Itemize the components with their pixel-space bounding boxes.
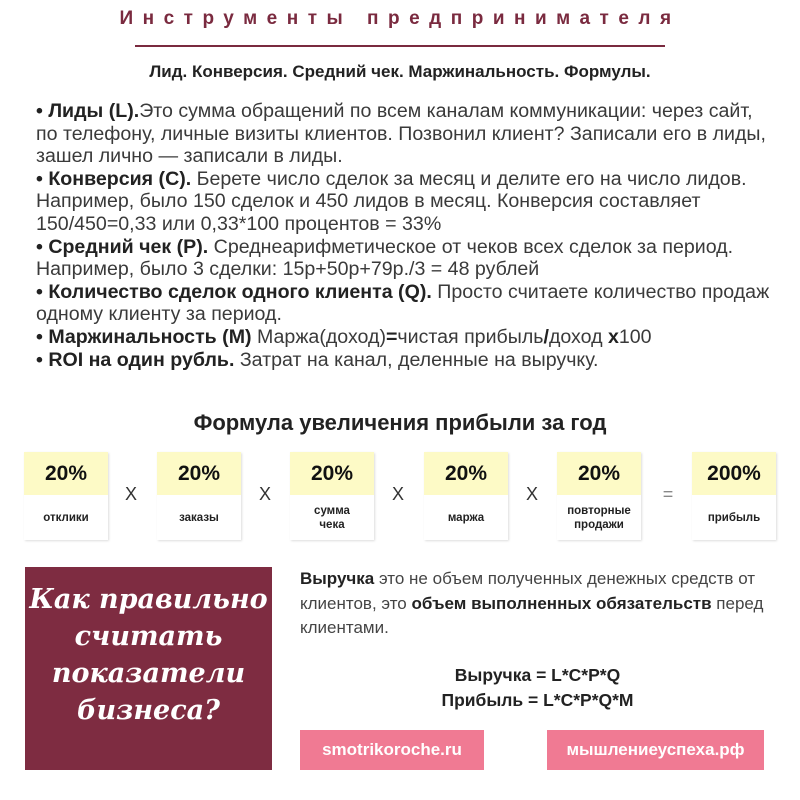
equals-sign: = (662, 484, 674, 504)
box-label: прибыль (707, 511, 761, 524)
multiply-sign: X (258, 484, 271, 504)
term: Лиды (L). (48, 100, 140, 122)
box-value: 20% (290, 452, 374, 495)
page-title: Инструменты предпринимателя (119, 8, 681, 29)
multiply-sign: X (124, 484, 137, 504)
formula-box-orders: 20% заказы (157, 452, 241, 540)
list-item: • Количество сделок одного клиента (Q). … (36, 280, 770, 326)
term: Количество сделок одного клиента (Q). (48, 280, 432, 303)
formula-box-profit: 200% прибыль (692, 452, 776, 540)
term: Конверсия (C). (48, 167, 192, 190)
multiply-sign: X (525, 484, 538, 504)
box-value: 20% (157, 452, 241, 495)
question-banner: Как правильно считать показатели бизнеса… (25, 567, 272, 770)
box-label: повторные продажи (567, 504, 631, 531)
revenue-formula: Выручка = L*C*P*Q (454, 665, 621, 685)
list-item: • Маржинальность (M) Маржа(доход)=чистая… (36, 325, 652, 348)
formula-heading: Формула увеличения прибыли за год (193, 410, 607, 435)
formula-box-margin: 20% маржа (424, 452, 508, 540)
box-label: заказы (179, 511, 219, 524)
title-divider (135, 45, 665, 47)
box-value: 20% (557, 452, 641, 495)
link-myshlenieuspekha[interactable]: мышлениеуспеха.рф (547, 730, 764, 770)
revenue-definition: Выручка это не объем полученных денежных… (300, 569, 764, 637)
list-item: • Лиды (L).Это сумма обращений по всем к… (36, 100, 766, 168)
formula-box-check: 20% сумма чека (290, 452, 374, 540)
box-label: маржа (447, 511, 485, 524)
box-label: отклики (43, 511, 89, 524)
multiply-sign: X (391, 484, 404, 504)
link-smotrikoroche[interactable]: smotrikoroche.ru (300, 730, 484, 770)
formula-box-repeat: 20% повторные продажи (557, 452, 641, 540)
definitions-list: • Лиды (L).Это сумма обращений по всем к… (36, 100, 776, 371)
box-value: 200% (692, 452, 776, 495)
term: Средний чек (P). (48, 235, 209, 258)
box-value: 20% (424, 452, 508, 495)
list-item: • Средний чек (P). Среднеарифметическое … (36, 235, 734, 281)
subtitle: Лид. Конверсия. Средний чек. Маржинально… (149, 62, 651, 81)
profit-formula: Прибыль = L*C*P*Q*M (441, 690, 634, 710)
term: Маржинальность (M) (48, 325, 252, 348)
box-label: сумма чека (314, 504, 350, 531)
list-item: • ROI на один рубль. Затрат на канал, де… (36, 348, 599, 371)
formula-box-responses: 20% отклики (24, 452, 108, 540)
list-item: • Конверсия (C). Берете число сделок за … (36, 167, 747, 235)
box-value: 20% (24, 452, 108, 495)
term: ROI на один рубль. (48, 348, 235, 371)
